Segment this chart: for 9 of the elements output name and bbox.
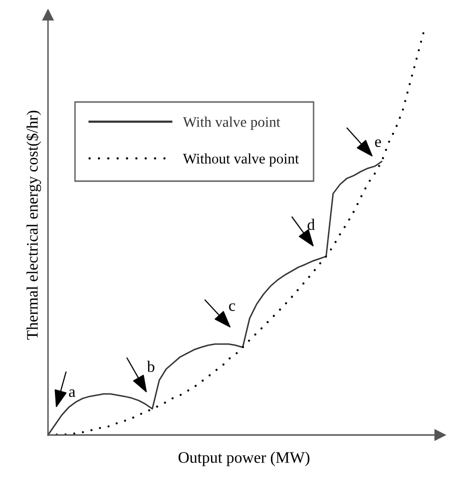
text: Without valve point (182, 153, 299, 167)
annotation: a (69, 389, 76, 397)
x-axis-title: Output power (MW) (178, 452, 310, 466)
annotation: c (229, 303, 236, 311)
text: With valve point (182, 116, 280, 130)
annotation: d (308, 218, 315, 230)
annotation: b (147, 360, 154, 372)
annotation: e (375, 139, 381, 147)
y-axis-title: Thermal electrical energy cost($/hr) (26, 110, 42, 340)
